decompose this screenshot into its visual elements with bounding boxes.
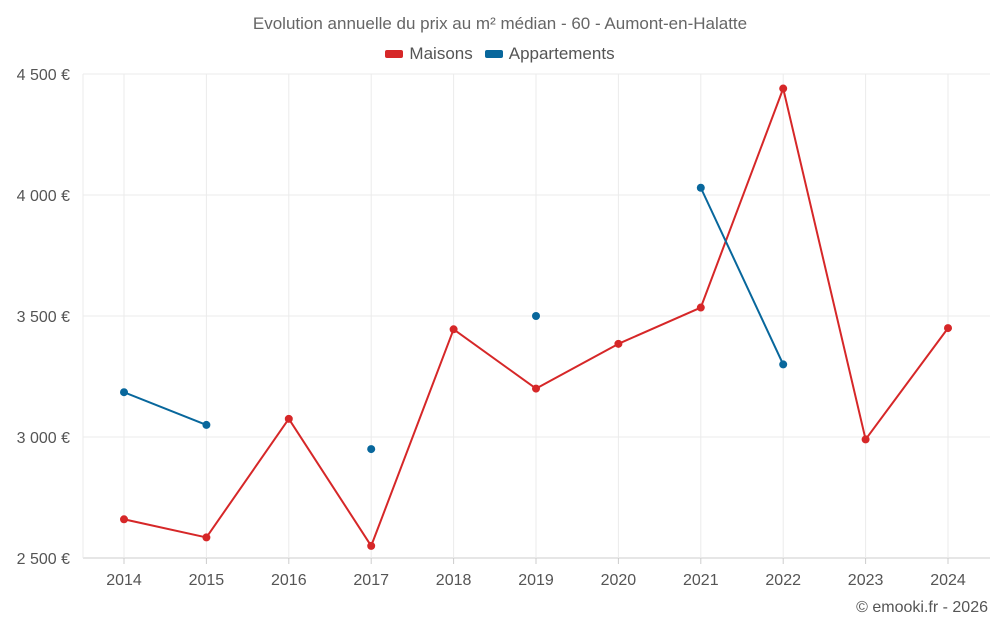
y-tick-label: 3 000 € xyxy=(17,430,70,447)
series-line-appartements xyxy=(123,391,208,426)
data-point-maisons[interactable] xyxy=(614,339,623,348)
series-line-maisons xyxy=(205,417,290,539)
series-line-maisons xyxy=(452,328,537,390)
data-point-appartements[interactable] xyxy=(696,183,705,192)
series-line-maisons xyxy=(287,417,373,547)
series-line-maisons xyxy=(864,327,949,441)
data-point-maisons[interactable] xyxy=(202,533,211,542)
data-point-maisons[interactable] xyxy=(861,435,870,444)
series-line-maisons xyxy=(535,342,620,390)
data-point-maisons[interactable] xyxy=(944,324,952,333)
series-line-maisons xyxy=(123,518,208,539)
y-tick-label: 3 500 € xyxy=(17,309,70,326)
chart-title: Evolution annuelle du prix au m² médian … xyxy=(252,14,748,33)
legend-swatch-maisons xyxy=(385,50,404,58)
y-tick-label: 4 000 € xyxy=(17,188,70,205)
data-point-appartements[interactable] xyxy=(367,445,376,454)
credit-text: © emooki.fr - 2026 xyxy=(856,599,988,616)
data-point-appartements[interactable] xyxy=(779,360,788,369)
legend-label-maisons: Maisons xyxy=(409,44,473,63)
legend: Maisons Appartements xyxy=(0,44,1000,64)
x-tick-label: 2019 xyxy=(518,572,554,589)
series-line-maisons xyxy=(617,306,702,345)
x-tick-label: 2017 xyxy=(353,572,389,589)
data-point-appartements[interactable] xyxy=(202,420,211,429)
data-point-maisons[interactable] xyxy=(696,303,705,312)
data-point-maisons[interactable] xyxy=(120,515,128,524)
series-line-appartements xyxy=(699,186,785,366)
data-point-appartements[interactable] xyxy=(120,388,128,397)
x-tick-label: 2018 xyxy=(436,572,472,589)
data-point-maisons[interactable] xyxy=(367,541,376,550)
x-tick-label: 2016 xyxy=(271,572,307,589)
data-point-maisons[interactable] xyxy=(532,384,540,393)
legend-item-appartements[interactable]: Appartements xyxy=(484,44,615,64)
x-tick-label: 2020 xyxy=(601,572,637,589)
data-point-appartements[interactable] xyxy=(532,312,540,320)
series-line-maisons xyxy=(699,87,785,309)
x-tick-label: 2014 xyxy=(106,572,142,589)
legend-swatch-appartements xyxy=(484,50,503,58)
x-tick-label: 2024 xyxy=(930,572,966,589)
x-tick-label: 2023 xyxy=(848,572,884,589)
data-point-maisons[interactable] xyxy=(779,84,788,93)
series-line-maisons xyxy=(782,87,867,441)
series-line-maisons xyxy=(370,328,455,547)
x-tick-label: 2015 xyxy=(189,572,225,589)
x-tick-label: 2021 xyxy=(683,572,719,589)
y-tick-label: 2 500 € xyxy=(17,551,70,568)
x-tick-label: 2022 xyxy=(765,572,801,589)
legend-label-appartements: Appartements xyxy=(508,44,615,63)
data-point-maisons[interactable] xyxy=(449,325,458,334)
data-point-maisons[interactable] xyxy=(284,414,293,423)
y-tick-label: 4 500 € xyxy=(17,67,70,84)
legend-item-maisons[interactable]: Maisons xyxy=(385,44,473,64)
